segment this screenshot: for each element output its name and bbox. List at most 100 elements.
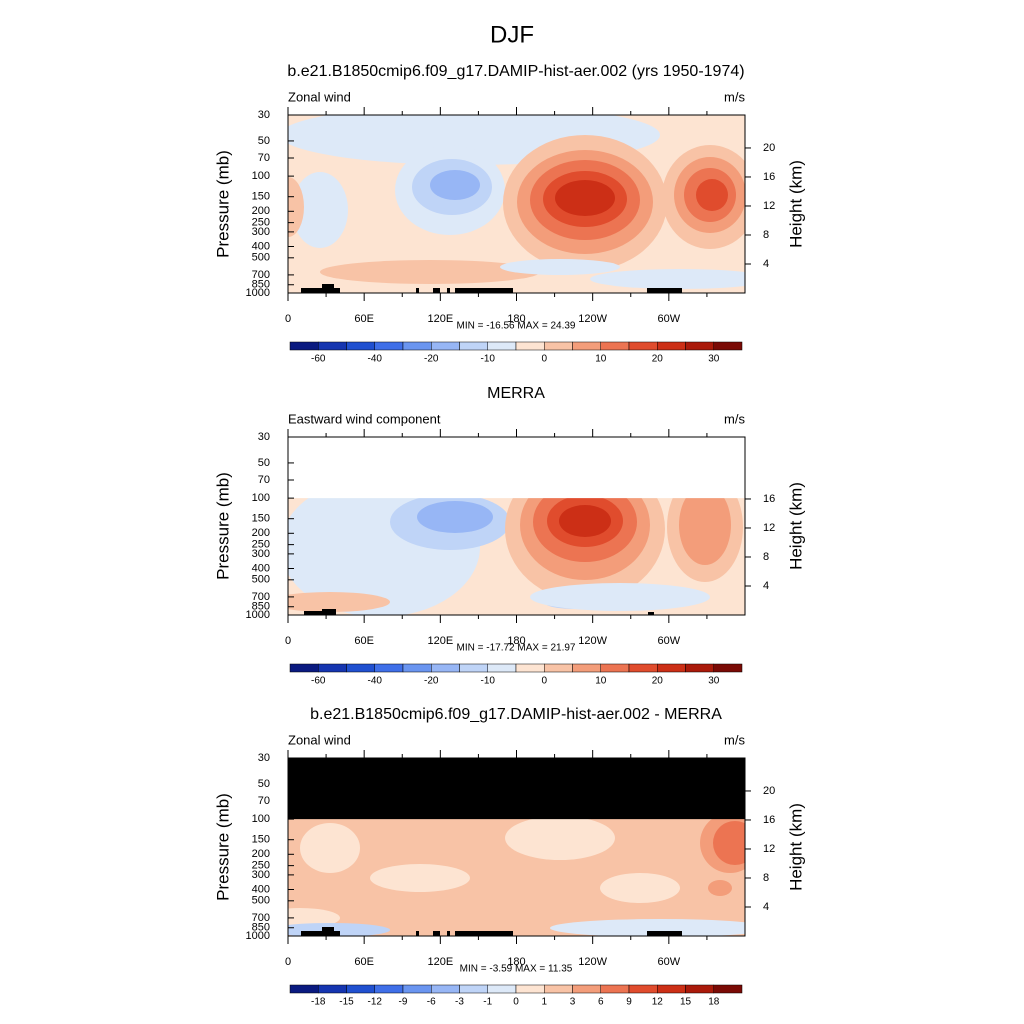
colorbar-box: [318, 341, 347, 351]
colorbar-label: 0: [513, 997, 519, 1008]
contour-fill: [417, 501, 493, 533]
colorbar-box: [487, 341, 517, 351]
y-tick-label: 70: [258, 795, 270, 807]
contour-fill: [550, 919, 745, 936]
y-tick-label: 150: [252, 191, 270, 203]
y-tick-label: 300: [252, 226, 270, 238]
y2-axis-title: Height (km): [786, 803, 805, 891]
colorbar-label: -10: [481, 354, 496, 365]
y2-tick-label: 16: [763, 814, 775, 826]
y-tick-label: 850: [252, 922, 270, 934]
y-tick-label: 70: [258, 474, 270, 486]
x-tick-label: 120E: [427, 635, 453, 647]
y-tick-label: 100: [252, 170, 270, 182]
panel-title: MERRA: [487, 385, 545, 402]
y-tick-label: 30: [258, 109, 270, 121]
colorbar-box: [713, 341, 743, 351]
colorbar-box: [685, 663, 714, 673]
stats: MIN = -3.59 MAX = 11.35: [460, 964, 573, 975]
colorbar-box: [628, 341, 658, 351]
colorbar-box: [657, 663, 686, 673]
topography: [648, 612, 654, 615]
y-tick-label: 700: [252, 591, 270, 603]
y-tick-label: 500: [252, 252, 270, 264]
x-tick-label: 180: [507, 313, 525, 325]
colorbar-label: 12: [652, 997, 664, 1008]
colorbar-label: -40: [368, 676, 383, 687]
colorbar-box: [402, 341, 432, 351]
colorbar-label: 9: [626, 997, 632, 1008]
colorbar-label: 30: [708, 676, 720, 687]
x-tick-label: 120E: [427, 313, 453, 325]
y2-tick-label: 8: [763, 872, 769, 884]
colorbar-box: [346, 341, 375, 351]
colorbar-label: -3: [455, 997, 464, 1008]
colorbar-box: [289, 984, 319, 994]
colorbar-box: [402, 663, 432, 673]
colorbar-label: 10: [595, 676, 607, 687]
y-tick-label: 400: [252, 883, 270, 895]
contour-fill: [530, 583, 710, 611]
colorbar-label: -60: [311, 676, 326, 687]
colorbar-box: [515, 663, 545, 673]
panel-title: b.e21.B1850cmip6.f09_g17.DAMIP-hist-aer.…: [310, 706, 722, 723]
y-tick-label: 100: [252, 492, 270, 504]
colorbar-box: [544, 984, 573, 994]
topography: [301, 931, 340, 936]
x-tick-label: 0: [285, 313, 291, 325]
x-tick-label: 120W: [578, 313, 607, 325]
contour-fill: [288, 908, 340, 928]
y2-tick-label: 16: [763, 171, 775, 183]
contour-fill: [713, 821, 745, 865]
left-label: Zonal wind: [288, 89, 351, 104]
y-tick-label: 700: [252, 912, 270, 924]
y-axis-title: Pressure (mb): [213, 793, 232, 901]
colorbar-box: [346, 984, 375, 994]
stats: MIN = -17.72 MAX = 21.97: [457, 643, 576, 654]
contour-fill: [288, 592, 390, 612]
colorbar-box: [374, 341, 404, 351]
y-tick-label: 200: [252, 527, 270, 539]
y-tick-label: 150: [252, 513, 270, 525]
colorbar-label: 20: [652, 676, 664, 687]
contour-fill: [559, 505, 611, 537]
y-tick-label: 500: [252, 895, 270, 907]
y-tick-label: 200: [252, 205, 270, 217]
y-tick-label: 200: [252, 848, 270, 860]
contour-fill: [430, 170, 480, 200]
y2-tick-label: 4: [763, 258, 769, 270]
topography: [455, 931, 513, 936]
topography: [647, 931, 682, 936]
contour-fill: [679, 485, 731, 565]
colorbar-label: 6: [598, 997, 604, 1008]
y2-tick-label: 20: [763, 142, 775, 154]
topography: [455, 288, 513, 293]
topography: [301, 288, 340, 293]
topography: [322, 609, 336, 615]
y2-tick-label: 12: [763, 843, 775, 855]
colorbar-box: [402, 984, 432, 994]
colorbar-box: [318, 663, 347, 673]
colorbar-box: [572, 984, 601, 994]
colorbar-box: [600, 984, 630, 994]
colorbar-box: [544, 341, 573, 351]
colorbar-box: [600, 663, 630, 673]
colorbar-label: -10: [481, 676, 496, 687]
colorbar-box: [459, 663, 488, 673]
colorbar-box: [657, 341, 686, 351]
x-tick-label: 60W: [658, 956, 681, 968]
colorbar-box: [431, 663, 460, 673]
colorbar-box: [657, 984, 686, 994]
colorbar-label: -12: [368, 997, 383, 1008]
y-tick-label: 500: [252, 574, 270, 586]
colorbar-label: -40: [368, 354, 383, 365]
y2-tick-label: 8: [763, 229, 769, 241]
x-tick-label: 60W: [658, 635, 681, 647]
y-tick-label: 400: [252, 562, 270, 574]
y2-tick-label: 20: [763, 785, 775, 797]
x-tick-label: 60W: [658, 313, 681, 325]
contour-fill: [300, 823, 360, 873]
colorbar-label: 3: [570, 997, 576, 1008]
y-tick-label: 300: [252, 548, 270, 560]
